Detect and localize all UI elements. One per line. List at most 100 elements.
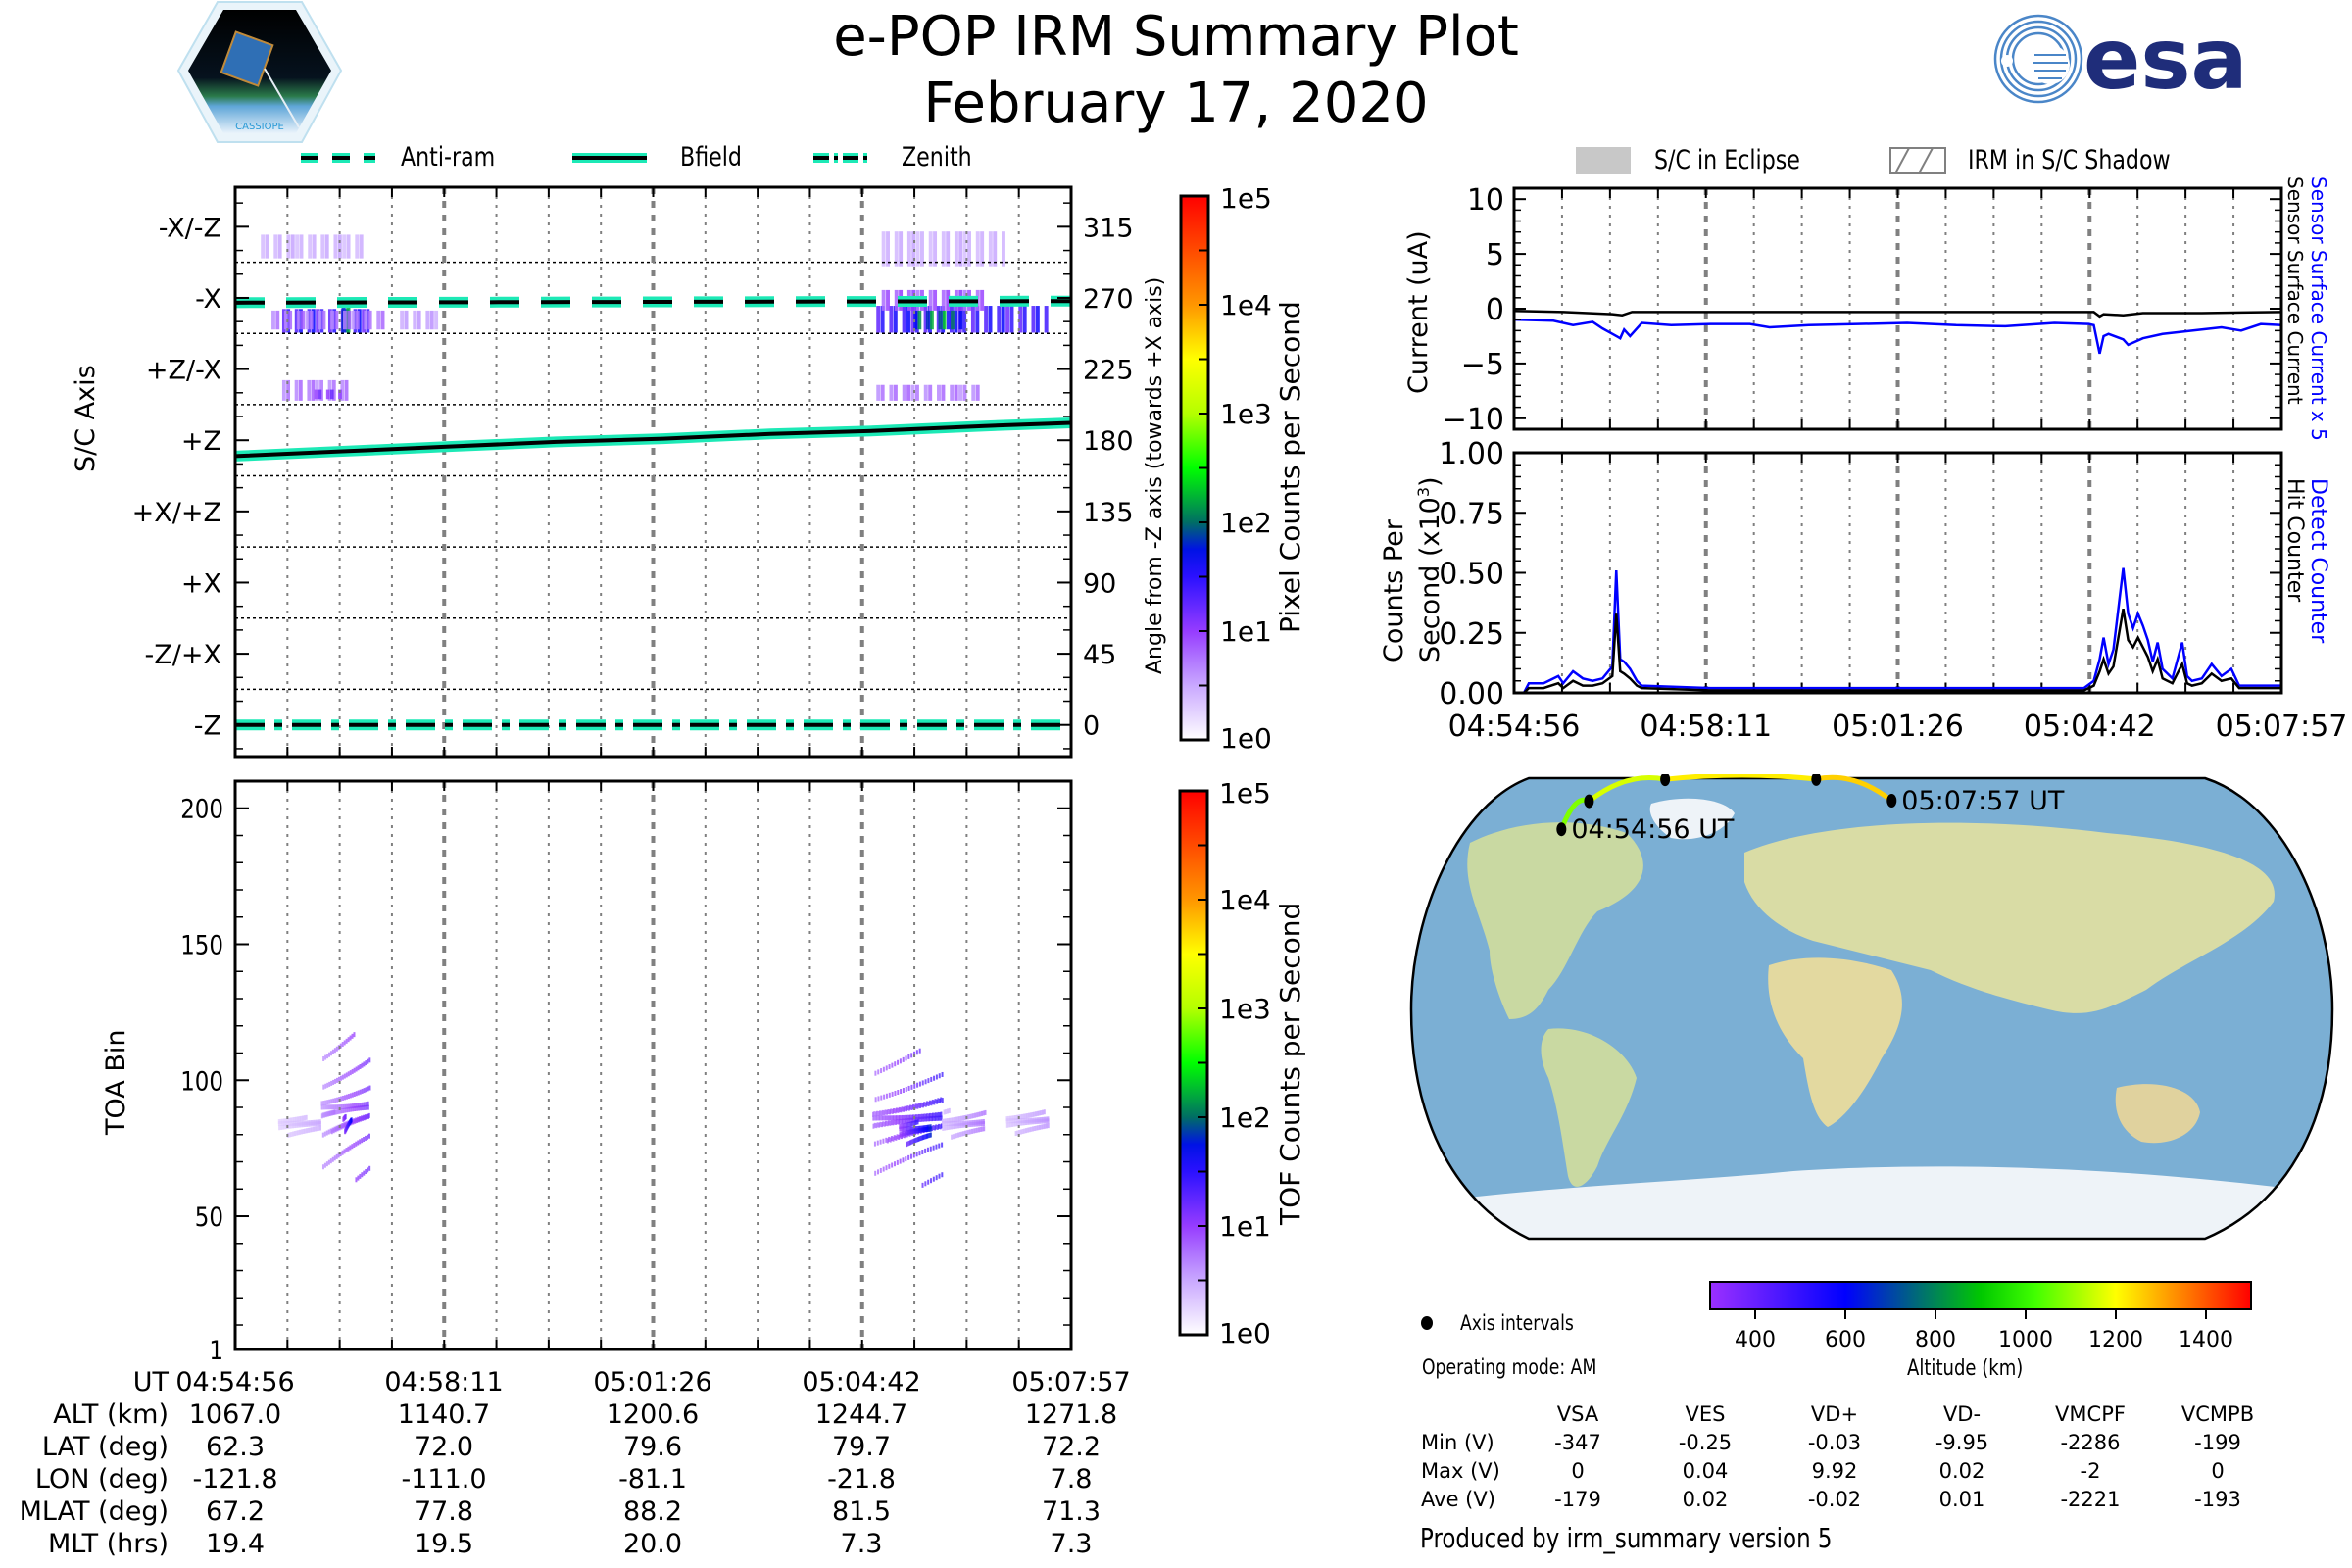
- heatmap-cell: [914, 384, 919, 401]
- heatmap-cell: [342, 310, 347, 330]
- orbit-cell: 72.2: [1041, 1432, 1102, 1462]
- tof-cell: [877, 1096, 880, 1102]
- heatmap-cell: [312, 234, 317, 259]
- tof-cell: [897, 1119, 900, 1125]
- tof-cell: [365, 1060, 368, 1066]
- tof-cell: [1012, 1121, 1015, 1127]
- tof-cell: [931, 1099, 934, 1104]
- tof-cell: [333, 1048, 336, 1054]
- orbit-row-label: MLT (hrs): [47, 1529, 169, 1559]
- tof-cell: [924, 1134, 927, 1140]
- sc-axis-ytick-label: -Z: [194, 711, 221, 742]
- tof-cell: [359, 1089, 362, 1095]
- tof-cell: [899, 1058, 902, 1064]
- tof-cell: [880, 1122, 883, 1128]
- tof-cell: [972, 1120, 975, 1126]
- tof-cell: [333, 1155, 336, 1161]
- heatmap-cell: [314, 389, 318, 400]
- tof-cell: [906, 1105, 909, 1111]
- tof-cell: [355, 1117, 358, 1123]
- tof-cell: [284, 1120, 287, 1126]
- tof-cell: [945, 1125, 948, 1131]
- tof-cell: [920, 1113, 923, 1119]
- continent-africa: [1768, 957, 1902, 1127]
- tof-cell: [359, 1139, 362, 1145]
- tof-cell: [891, 1091, 894, 1097]
- tof-cell: [877, 1069, 880, 1075]
- world-map: 04:54:56 UT 05:07:57 UT: [1409, 774, 2334, 1241]
- tof-cell: [368, 1112, 370, 1118]
- tof-cell: [342, 1103, 345, 1109]
- tof-cell: [330, 1104, 333, 1110]
- tof-cell: [356, 1105, 359, 1111]
- tof-cell: [921, 1080, 924, 1086]
- orbit-track: 04:54:56 UT 05:07:57 UT: [1556, 774, 2065, 845]
- tof-cell: [939, 1115, 942, 1121]
- tof-cell: [920, 1125, 923, 1131]
- tof-cell: [954, 1120, 956, 1126]
- angle-tick-label: 225: [1083, 356, 1134, 386]
- tof-cell: [935, 1144, 938, 1150]
- tof-cell: [937, 1098, 940, 1103]
- tof-cell: [929, 1116, 932, 1122]
- tof-cell: [876, 1122, 879, 1128]
- tof-cell: [977, 1111, 980, 1117]
- heatmap-cell: [954, 384, 958, 401]
- tof-cell: [325, 1161, 328, 1167]
- tof-cell: [886, 1138, 889, 1144]
- tof-cell: [979, 1119, 982, 1125]
- tof-cell: [916, 1082, 919, 1088]
- tof-cell: [1014, 1114, 1017, 1120]
- tof-cell: [885, 1065, 888, 1071]
- tof-cell: [1010, 1118, 1013, 1124]
- heatmap-cell: [275, 310, 280, 330]
- tof-cell: [873, 1122, 876, 1128]
- heatmap-cell: [298, 379, 303, 401]
- heatmap-cell: [325, 389, 330, 400]
- tof-cell: [916, 1103, 919, 1109]
- heatmap-cell: [881, 231, 886, 267]
- heatmap-cell: [327, 309, 332, 333]
- heatmap-cell: [880, 306, 885, 333]
- tof-cell: [1033, 1126, 1036, 1132]
- heatmap-cell: [971, 384, 976, 401]
- tof-cell: [321, 1164, 324, 1170]
- tof-cell: [336, 1104, 339, 1110]
- tof-cell: [880, 1095, 883, 1101]
- orbit-row-label: LAT (deg): [41, 1432, 169, 1462]
- series-anti-ram: [234, 299, 1072, 305]
- tof-cell: [1019, 1114, 1022, 1120]
- tof-cell: [914, 1103, 917, 1109]
- tof-cell: [1007, 1122, 1010, 1128]
- tof-cell: [327, 1159, 330, 1165]
- tof-cell: [923, 1116, 926, 1122]
- tof-cell: [939, 1124, 942, 1130]
- tof-cell: [349, 1145, 352, 1151]
- tof-cell: [878, 1122, 881, 1128]
- tof-cell: [910, 1114, 913, 1120]
- tof-cell: [357, 1140, 360, 1146]
- heatmap-cell: [941, 231, 946, 267]
- tof-cell: [368, 1133, 370, 1139]
- pixel-colorbar-tick-label: 1e0: [1220, 722, 1272, 755]
- tof-cell: [963, 1115, 966, 1121]
- tof-cell: [956, 1123, 959, 1129]
- voltage-cell: 0: [1571, 1459, 1585, 1483]
- angle-tick-label: 0: [1083, 711, 1100, 742]
- tof-cell: [904, 1114, 906, 1120]
- tof-cell: [1017, 1118, 1020, 1124]
- tof-colorbar-label: TOF Counts per Second: [1274, 902, 1306, 1225]
- tof-cell: [930, 1178, 933, 1184]
- tof-cell: [878, 1110, 881, 1116]
- tof-cell: [952, 1120, 955, 1126]
- tof-cell: [1032, 1126, 1035, 1132]
- heatmap-cell: [1022, 306, 1027, 333]
- continent-south-america: [1541, 1028, 1637, 1187]
- sc-axis-ytick-label: -Z/+X: [145, 640, 221, 670]
- tof-cell: [363, 1061, 366, 1067]
- tof-cell: [338, 1108, 341, 1114]
- tof-cell: [300, 1115, 303, 1121]
- tof-cell: [962, 1120, 965, 1126]
- tof-cell: [948, 1107, 951, 1113]
- pixel-colorbar-label: Pixel Counts per Second: [1274, 301, 1306, 633]
